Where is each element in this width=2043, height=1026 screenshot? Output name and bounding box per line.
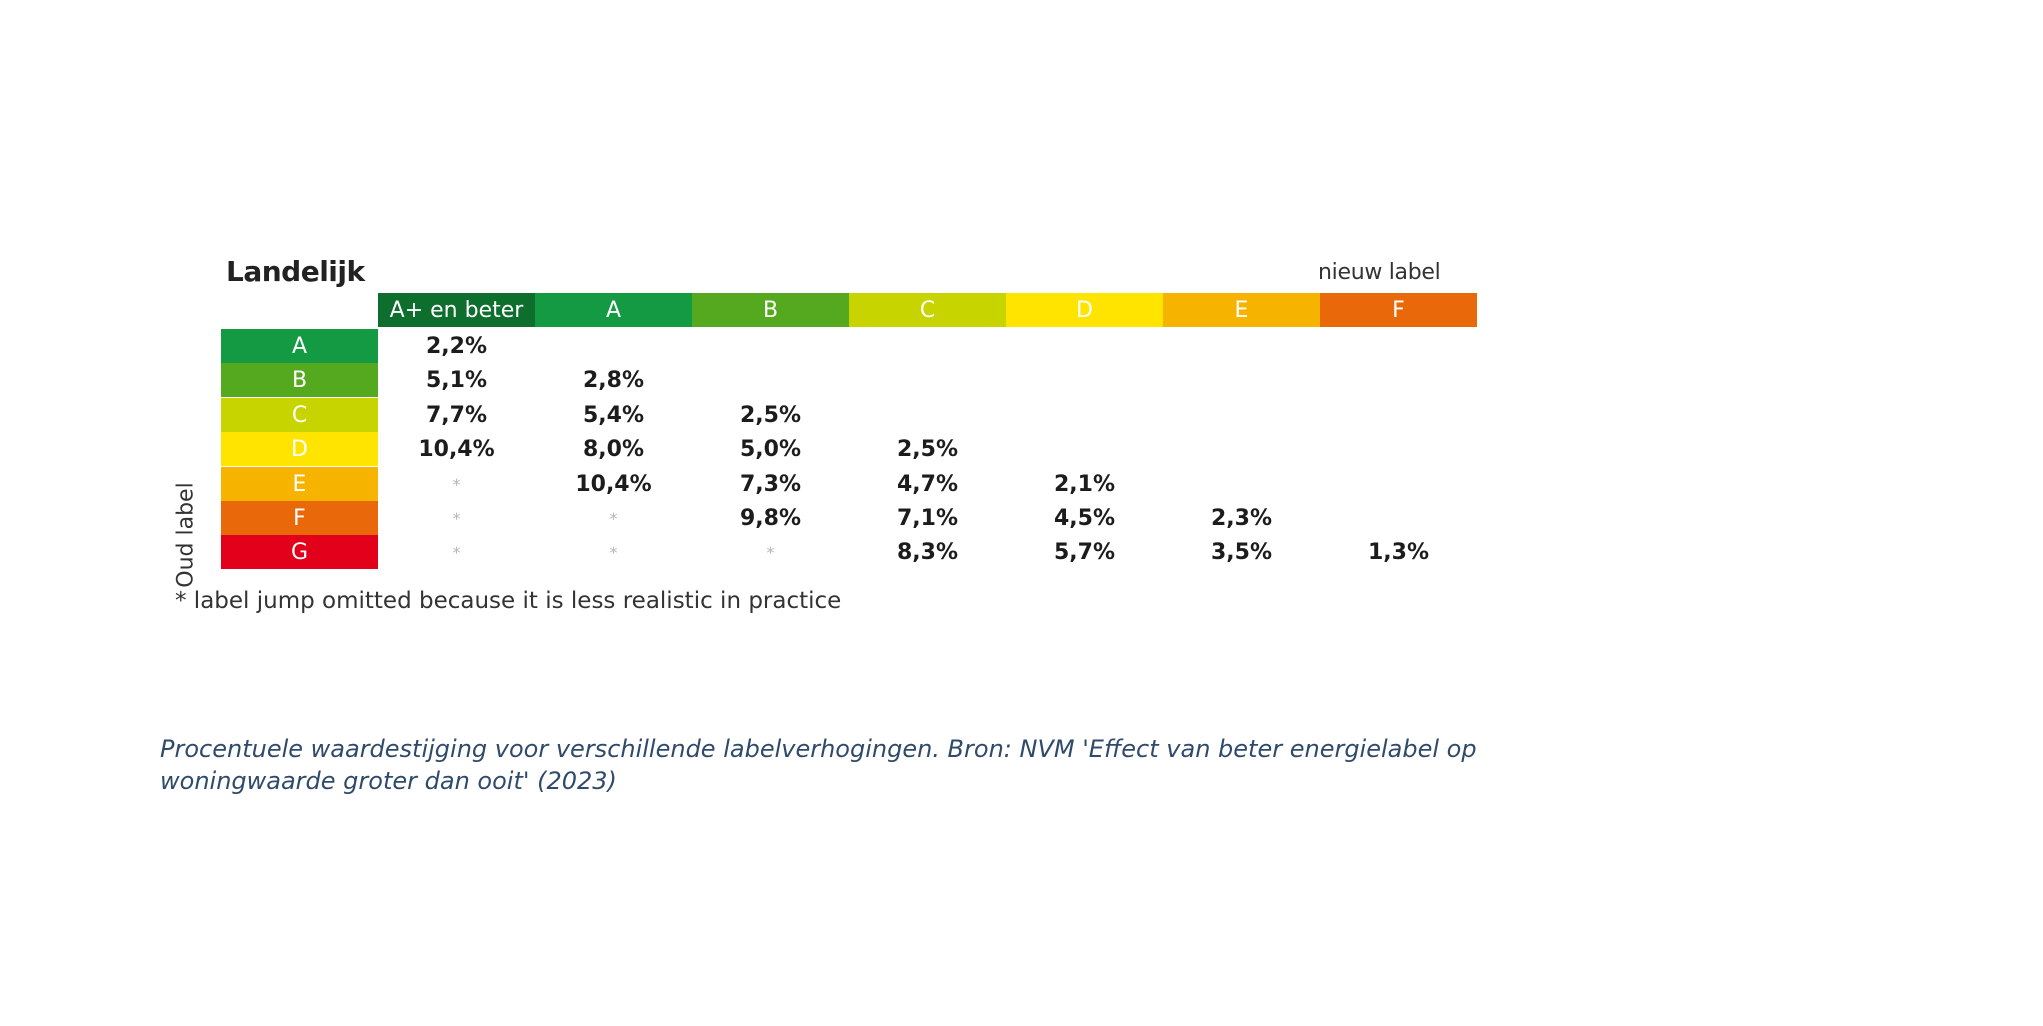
column-header-f: F <box>1320 293 1477 327</box>
value-cell: 10,4% <box>418 436 495 462</box>
new-label-axis-title: nieuw label <box>1318 260 1441 285</box>
column-header-a-en-beter: A+ en beter <box>378 293 535 327</box>
column-header-b: B <box>692 293 849 327</box>
row-header-c: C <box>221 398 378 432</box>
figure-caption: Procentuele waardestijging voor verschil… <box>160 735 1477 795</box>
value-cell: 10,4% <box>575 471 652 497</box>
value-cell: 2,3% <box>1210 505 1272 531</box>
table-title: Landelijk <box>226 255 365 288</box>
value-cell: 2,2% <box>425 333 487 359</box>
row-header-a: A <box>221 329 378 363</box>
row-header-b: B <box>221 363 378 397</box>
value-cell: 5,7% <box>1053 539 1115 565</box>
value-cell: 7,7% <box>425 402 487 428</box>
row-header-g: G <box>221 535 378 569</box>
omitted-cell-marker: * <box>609 508 618 528</box>
column-header-d: D <box>1006 293 1163 327</box>
omitted-cell-marker: * <box>452 474 461 494</box>
value-cell: 7,3% <box>739 471 801 497</box>
value-cell: 2,5% <box>896 436 958 462</box>
omitted-cell-marker: * <box>452 542 461 562</box>
omitted-cell-marker: * <box>766 542 775 562</box>
row-header-d: D <box>221 432 378 466</box>
value-cell: 4,5% <box>1053 505 1115 531</box>
value-cell: 8,0% <box>582 436 644 462</box>
value-cell: 4,7% <box>896 471 958 497</box>
column-header-a: A <box>535 293 692 327</box>
value-cell: 5,0% <box>739 436 801 462</box>
value-cell: 3,5% <box>1210 539 1272 565</box>
value-cell: 1,3% <box>1367 539 1429 565</box>
value-cell: 2,8% <box>582 367 644 393</box>
value-cell: 7,1% <box>896 505 958 531</box>
value-cell: 2,1% <box>1053 471 1115 497</box>
footnote: * label jump omitted because it is less … <box>175 588 842 614</box>
omitted-cell-marker: * <box>609 542 618 562</box>
value-cell: 5,1% <box>425 367 487 393</box>
value-cell: 8,3% <box>896 539 958 565</box>
row-header-e: E <box>221 467 378 501</box>
column-header-e: E <box>1163 293 1320 327</box>
value-cell: 2,5% <box>739 402 801 428</box>
old-label-axis-title: Oud label <box>173 482 199 588</box>
value-cell: 5,4% <box>582 402 644 428</box>
value-cell: 9,8% <box>739 505 801 531</box>
column-header-c: C <box>849 293 1006 327</box>
row-header-f: F <box>221 501 378 535</box>
omitted-cell-marker: * <box>452 508 461 528</box>
